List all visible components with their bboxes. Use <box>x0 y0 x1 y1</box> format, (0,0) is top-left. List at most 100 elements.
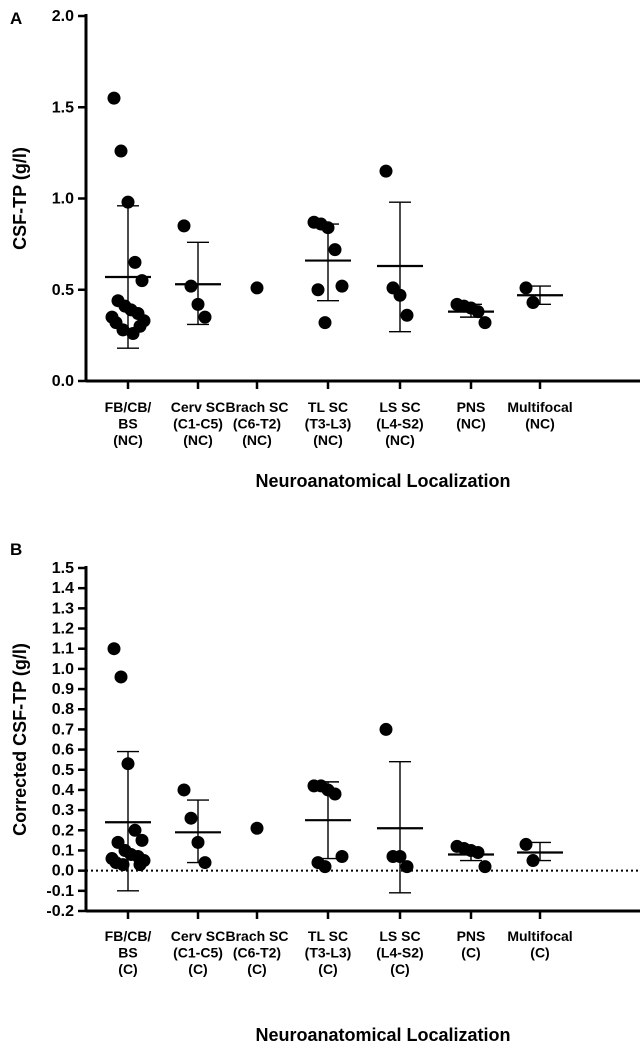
y-tick-label: -0.1 <box>46 883 74 900</box>
y-tick-label: 1.2 <box>52 621 74 638</box>
data-point <box>471 845 485 859</box>
x-tick-label: PNS <box>457 399 486 415</box>
data-point <box>393 288 407 302</box>
y-tick-label: 0.7 <box>52 721 74 738</box>
data-point <box>400 860 414 874</box>
data-point <box>250 821 264 835</box>
x-tick-label: (NC) <box>113 432 143 448</box>
y-tick-label: 1.0 <box>52 661 74 678</box>
x-axis-label: Neuroanatomical Localization <box>255 471 510 491</box>
data-point <box>526 854 540 868</box>
x-tick-label: (C) <box>247 961 266 977</box>
y-tick-label: 1.1 <box>52 641 74 658</box>
data-point <box>328 243 342 257</box>
data-point <box>126 327 140 341</box>
x-tick-label: LS SC <box>379 928 420 944</box>
y-tick-label: 1.0 <box>52 191 74 208</box>
data-point <box>133 858 147 872</box>
x-tick-label: (NC) <box>313 432 343 448</box>
data-point <box>184 811 198 825</box>
data-point <box>519 281 533 295</box>
x-tick-label: (C6-T2) <box>233 416 281 432</box>
y-tick-label: 0.5 <box>52 282 74 299</box>
data-point <box>250 281 264 295</box>
y-tick-label: 1.4 <box>52 580 74 597</box>
data-point <box>107 642 121 656</box>
x-tick-label: Cerv SC <box>171 928 225 944</box>
y-tick-label: 1.5 <box>52 99 74 116</box>
y-tick-label: 1.3 <box>52 600 74 617</box>
data-point <box>184 279 198 293</box>
y-tick-label: 0.5 <box>52 762 74 779</box>
x-tick-label: (C) <box>188 961 207 977</box>
data-point <box>321 221 335 235</box>
y-tick-label: 1.5 <box>52 560 74 577</box>
x-tick-label: (L4-S2) <box>376 945 423 961</box>
data-point <box>478 316 492 330</box>
data-point <box>311 283 325 297</box>
data-point <box>135 833 149 847</box>
x-tick-label: (C) <box>530 945 549 961</box>
y-tick-label: 0.8 <box>52 701 74 718</box>
x-axis-label: Neuroanatomical Localization <box>255 1025 510 1045</box>
y-tick-label: 0.0 <box>52 863 74 880</box>
x-tick-label: (T3-L3) <box>305 945 352 961</box>
data-point <box>114 670 128 684</box>
y-tick-label: 0.9 <box>52 681 74 698</box>
data-point <box>335 279 349 293</box>
data-point <box>121 195 135 209</box>
x-tick-label: (C) <box>318 961 337 977</box>
y-tick-label: 0.0 <box>52 373 74 390</box>
data-point <box>318 316 332 330</box>
data-point <box>128 255 142 269</box>
panel-letter: A <box>10 9 22 28</box>
data-point <box>198 310 212 324</box>
data-point <box>116 323 130 337</box>
x-tick-label: (C1-C5) <box>173 945 223 961</box>
data-point <box>379 722 393 736</box>
y-tick-label: 0.4 <box>52 782 74 799</box>
data-point <box>121 757 135 771</box>
y-tick-label: 2.0 <box>52 8 74 25</box>
x-tick-label: Cerv SC <box>171 399 225 415</box>
x-tick-label: (L4-S2) <box>376 416 423 432</box>
x-tick-label: TL SC <box>308 928 348 944</box>
data-point <box>335 850 349 864</box>
x-tick-label: (C) <box>390 961 409 977</box>
data-point <box>328 787 342 801</box>
x-tick-label: (T3-L3) <box>305 416 352 432</box>
x-tick-label: BS <box>118 945 137 961</box>
data-point <box>191 835 205 849</box>
data-point <box>526 296 540 310</box>
data-point <box>318 860 332 874</box>
data-point <box>114 144 128 158</box>
data-point <box>379 164 393 178</box>
x-tick-label: (C) <box>461 945 480 961</box>
x-tick-label: (NC) <box>242 432 272 448</box>
data-point <box>191 297 205 311</box>
x-tick-label: (NC) <box>456 416 486 432</box>
y-tick-label: -0.2 <box>46 903 74 920</box>
data-point <box>116 858 130 872</box>
y-axis-label: CSF-TP (g/l) <box>10 147 30 250</box>
data-point <box>198 856 212 870</box>
x-tick-label: (NC) <box>385 432 415 448</box>
x-tick-label: FB/CB/ <box>105 399 152 415</box>
x-tick-label: (NC) <box>183 432 213 448</box>
x-tick-label: (NC) <box>525 416 555 432</box>
data-point <box>471 305 485 319</box>
data-point <box>478 860 492 874</box>
data-point <box>128 823 142 837</box>
y-tick-label: 0.1 <box>52 842 74 859</box>
x-tick-label: PNS <box>457 928 486 944</box>
x-tick-label: Multifocal <box>507 928 572 944</box>
y-axis-label: Corrected CSF-TP (g/l) <box>10 643 30 836</box>
data-point <box>393 850 407 864</box>
panel-letter: B <box>10 540 22 559</box>
x-tick-label: Brach SC <box>225 399 288 415</box>
data-point <box>177 783 191 797</box>
x-tick-label: LS SC <box>379 399 420 415</box>
x-tick-label: Multifocal <box>507 399 572 415</box>
x-tick-label: BS <box>118 416 137 432</box>
